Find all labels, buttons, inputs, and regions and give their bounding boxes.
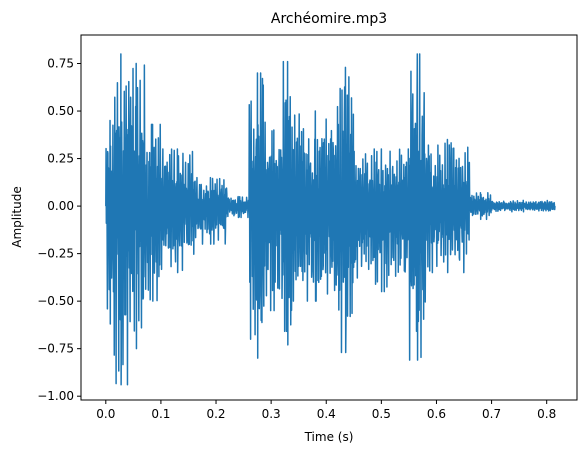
y-tick-label: 0.25 (47, 152, 74, 166)
x-tick-label: 0.2 (206, 407, 225, 421)
chart-title: Archéomire.mp3 (271, 11, 387, 27)
x-tick-label: 0.8 (537, 407, 556, 421)
x-tick-label: 0.6 (427, 407, 446, 421)
y-axis-label: Amplitude (10, 186, 24, 248)
y-tick-label: 0.75 (47, 57, 74, 71)
x-axis: 0.0 0.1 0.2 0.3 0.4 0.5 0.6 0.7 0.8 (96, 400, 556, 421)
y-tick-label: 0.00 (47, 199, 74, 213)
x-tick-label: 0.7 (482, 407, 501, 421)
y-tick-label: −0.50 (37, 294, 74, 308)
axes-frame (80, 34, 578, 401)
y-axis: 0.75 0.50 0.25 0.00 −0.25 −0.50 −0.75 −1.00 (37, 57, 81, 403)
x-tick-label: 0.0 (96, 407, 115, 421)
y-tick-label: −0.75 (37, 342, 74, 356)
x-tick-label: 0.4 (317, 407, 336, 421)
waveform-line (105, 53, 556, 386)
y-tick-label: −1.00 (37, 389, 74, 403)
y-tick-label: 0.50 (47, 104, 74, 118)
x-axis-label: Time (s) (304, 430, 354, 444)
x-tick-label: 0.5 (372, 407, 391, 421)
y-tick-label: −0.25 (37, 247, 74, 261)
x-tick-label: 0.1 (151, 407, 170, 421)
waveform-series (105, 53, 556, 386)
x-tick-label: 0.3 (262, 407, 281, 421)
